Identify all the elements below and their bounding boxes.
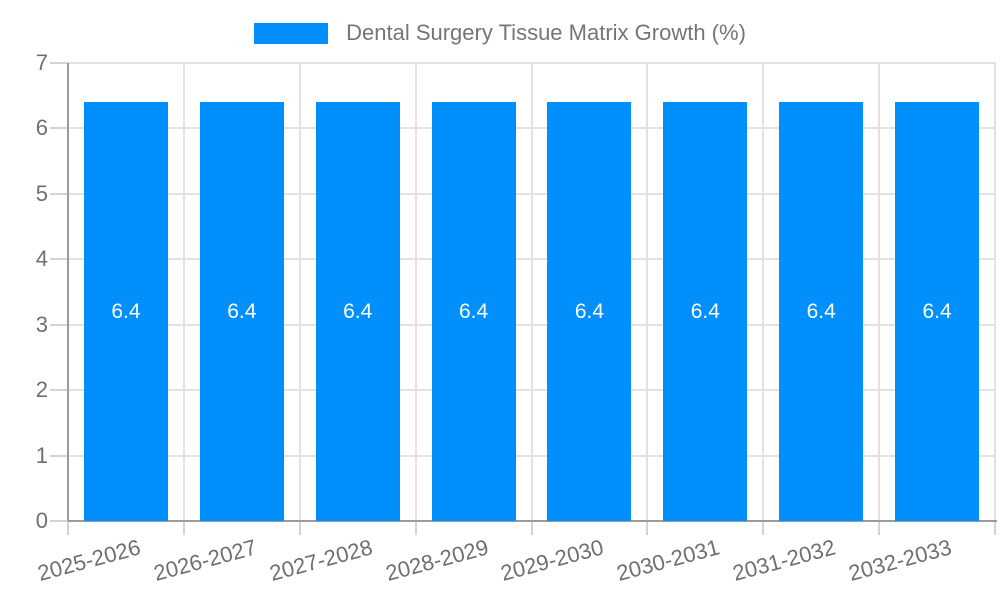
legend-label: Dental Surgery Tissue Matrix Growth (%) (346, 20, 746, 45)
bar-value-label: 6.4 (227, 299, 257, 323)
x-gridline (646, 63, 649, 521)
bar[interactable]: 6.4 (663, 102, 748, 521)
y-tick-mark (50, 323, 68, 326)
y-axis-tick-label: 5 (35, 180, 48, 206)
y-axis-line (67, 63, 69, 521)
bar-value-label: 6.4 (690, 299, 720, 323)
x-tick-mark (414, 521, 417, 535)
y-axis-tick-label: 3 (35, 311, 48, 337)
y-tick-mark (50, 258, 68, 261)
x-gridline (414, 63, 417, 521)
x-gridline (994, 63, 996, 521)
x-gridline (762, 63, 765, 521)
bar[interactable]: 6.4 (83, 102, 168, 521)
legend-swatch-icon (254, 22, 329, 44)
y-axis-tick-label: 6 (35, 115, 48, 141)
bar[interactable]: 6.4 (547, 102, 632, 521)
y-tick-mark (50, 389, 68, 392)
x-tick-mark (182, 521, 185, 535)
x-tick-mark (762, 521, 765, 535)
y-axis-tick-label: 7 (35, 50, 48, 75)
bar[interactable]: 6.4 (199, 102, 284, 521)
x-tick-mark (67, 521, 69, 535)
x-tick-mark (298, 521, 301, 535)
x-axis-line (68, 520, 997, 522)
legend-item[interactable]: Dental Surgery Tissue Matrix Growth (%) (0, 18, 1000, 48)
y-axis-tick-label: 2 (35, 377, 48, 403)
y-axis-tick-label: 1 (35, 442, 48, 468)
y-tick-mark (50, 62, 68, 64)
x-gridline (878, 63, 881, 521)
bar-value-label: 6.4 (574, 299, 605, 323)
x-gridline (182, 63, 185, 521)
bar[interactable]: 6.4 (431, 102, 516, 521)
bar-value-label: 6.4 (458, 299, 489, 323)
x-gridline (298, 63, 301, 521)
bar[interactable]: 6.4 (315, 102, 400, 521)
y-axis-tick-label: 0 (35, 508, 48, 533)
x-tick-mark (530, 521, 533, 535)
bar[interactable]: 6.4 (895, 102, 980, 521)
y-tick-mark (50, 192, 68, 195)
bar-value-label: 6.4 (806, 299, 836, 323)
bar-value-label: 6.4 (922, 299, 952, 323)
x-tick-mark (646, 521, 649, 535)
y-tick-mark (50, 520, 68, 522)
y-axis-tick-label: 4 (35, 246, 48, 272)
bar[interactable]: 6.4 (779, 102, 864, 521)
y-tick-mark (50, 454, 68, 457)
bar-value-label: 6.4 (111, 299, 141, 323)
x-tick-mark (878, 521, 881, 535)
x-gridline (530, 63, 533, 521)
x-tick-mark (994, 521, 996, 535)
bar-value-label: 6.4 (343, 299, 373, 323)
y-tick-mark (50, 127, 68, 130)
